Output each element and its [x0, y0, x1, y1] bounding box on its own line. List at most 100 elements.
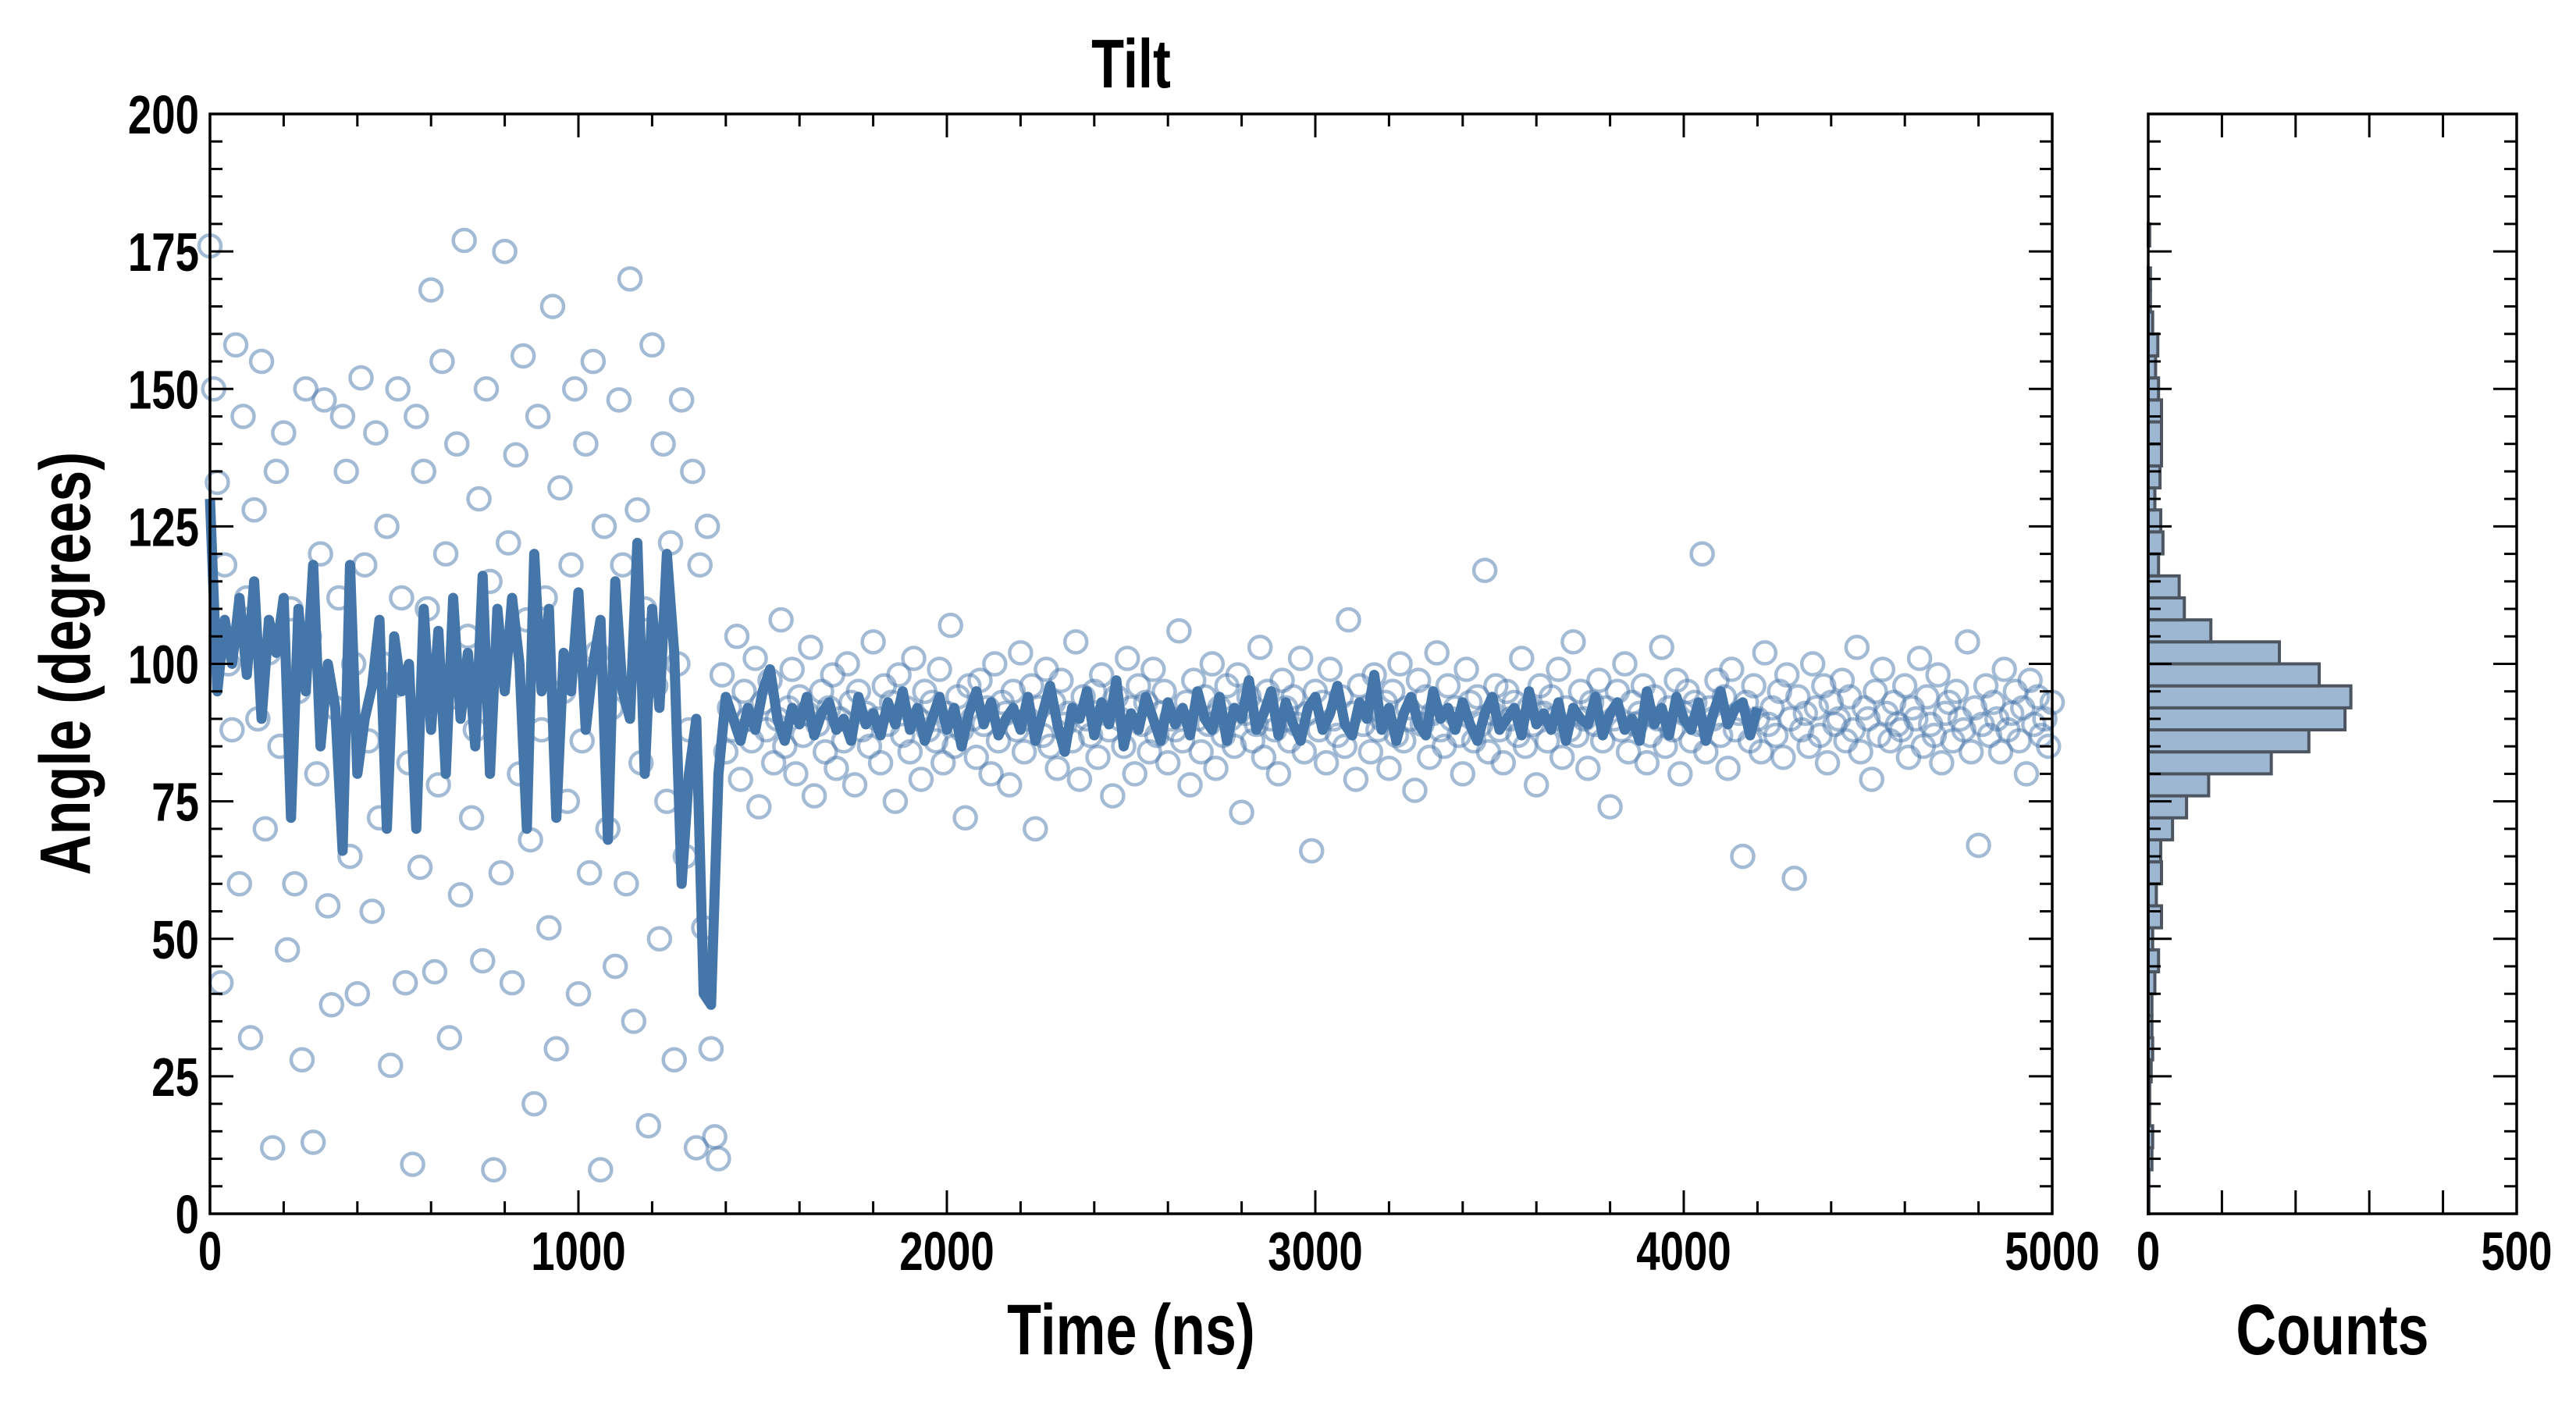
- histogram-x-tick-label: 500: [2481, 1222, 2552, 1282]
- data-point: [1523, 772, 1550, 798]
- data-point: [547, 475, 573, 501]
- x-tick-label-group: 5000: [2005, 1222, 2099, 1282]
- data-point: [694, 514, 720, 539]
- data-point: [543, 1036, 569, 1062]
- data-point: [1188, 738, 1214, 765]
- data-point: [252, 816, 279, 842]
- x-tick-label-group: 3000: [1268, 1222, 1362, 1282]
- data-point: [1023, 816, 1048, 842]
- y-tick-label: 175: [128, 222, 199, 283]
- data-point: [466, 486, 492, 512]
- data-point: [1914, 684, 1940, 710]
- data-point: [1689, 541, 1715, 567]
- data-point: [783, 761, 809, 787]
- data-point: [588, 1157, 614, 1183]
- data-point: [746, 794, 772, 820]
- data-point: [237, 1025, 264, 1051]
- data-point: [411, 458, 437, 485]
- data-point: [1048, 667, 1074, 693]
- data-point: [724, 624, 750, 649]
- data-point: [1166, 617, 1192, 644]
- data-point: [668, 387, 695, 413]
- data-point: [978, 761, 1004, 787]
- data-point: [1575, 756, 1601, 781]
- data-point: [226, 871, 253, 897]
- data-point: [304, 761, 330, 787]
- data-point: [363, 420, 389, 446]
- y-tick-label: 125: [128, 497, 199, 558]
- data-point: [1062, 629, 1089, 655]
- data-point: [841, 772, 868, 798]
- time-series-plot: 0 1000 2000 3000 4000 5000 0 25 50 75 100 125 150 175…: [128, 85, 2100, 1282]
- data-point: [1870, 656, 1896, 682]
- data-point: [429, 348, 455, 375]
- data-point: [882, 788, 909, 814]
- data-point: [1379, 678, 1406, 704]
- data-point: [680, 458, 706, 485]
- data-point: [1546, 656, 1571, 682]
- data-point: [1980, 689, 2006, 716]
- data-point: [573, 431, 599, 457]
- data-point: [602, 953, 628, 980]
- data-point: [646, 926, 673, 951]
- data-point: [1140, 656, 1166, 682]
- y-tick-label-group: 25: [151, 1047, 199, 1108]
- x-tick-label: 2000: [899, 1222, 994, 1282]
- histogram-bar: [2147, 530, 2165, 556]
- data-point: [610, 552, 635, 578]
- data-point: [562, 376, 588, 402]
- x-tick-label: 5000: [2005, 1222, 2099, 1282]
- data-point: [683, 1135, 710, 1161]
- histogram-bar: [2147, 750, 2273, 776]
- histogram-bar: [2147, 684, 2353, 710]
- data-point: [318, 992, 345, 1018]
- histogram-plot: 0 500: [2137, 112, 2553, 1282]
- histogram-x-tick-label: 0: [2137, 1222, 2160, 1282]
- data-point: [259, 1135, 286, 1161]
- data-point: [952, 805, 978, 831]
- data-point: [499, 969, 525, 996]
- data-point: [425, 772, 451, 798]
- data-point: [606, 387, 632, 413]
- data-point: [1586, 667, 1612, 693]
- data-point: [1100, 783, 1126, 809]
- data-point: [1450, 761, 1476, 787]
- data-point: [820, 662, 845, 688]
- data-point: [1944, 678, 1969, 704]
- y-tick-label: 150: [128, 360, 199, 421]
- data-point: [1649, 635, 1674, 660]
- data-point: [1471, 557, 1498, 583]
- data-point: [1225, 662, 1251, 688]
- data-point: [407, 854, 433, 880]
- x-tick-label-group: 0: [198, 1222, 222, 1282]
- histogram-bar: [2147, 442, 2163, 468]
- data-point: [282, 871, 308, 897]
- data-point: [661, 1047, 687, 1072]
- data-point: [1387, 651, 1413, 677]
- histogram-bar: [2147, 640, 2282, 666]
- data-point: [1357, 738, 1384, 765]
- data-point: [1814, 750, 1841, 776]
- x-tick-label-group: 1000: [531, 1222, 625, 1282]
- data-point: [274, 937, 301, 963]
- data-point: [1490, 750, 1516, 776]
- data-point: [687, 552, 713, 578]
- histogram-bar: [2147, 838, 2163, 864]
- data-point: [1966, 832, 1991, 859]
- histogram-bar: [2147, 728, 2311, 754]
- data-point: [432, 541, 459, 567]
- data-point: [496, 530, 521, 556]
- data-point: [1336, 606, 1361, 633]
- data-point: [908, 767, 934, 792]
- data-point: [1251, 745, 1277, 770]
- data-point: [1719, 656, 1745, 682]
- data-point: [635, 1113, 661, 1139]
- data-point: [1906, 646, 1933, 671]
- data-point: [389, 585, 415, 611]
- histogram-bar: [2147, 618, 2213, 644]
- data-point: [503, 442, 529, 468]
- x-tick-label-group: 2000: [899, 1222, 994, 1282]
- data-point: [1848, 738, 1873, 765]
- data-point: [901, 646, 927, 671]
